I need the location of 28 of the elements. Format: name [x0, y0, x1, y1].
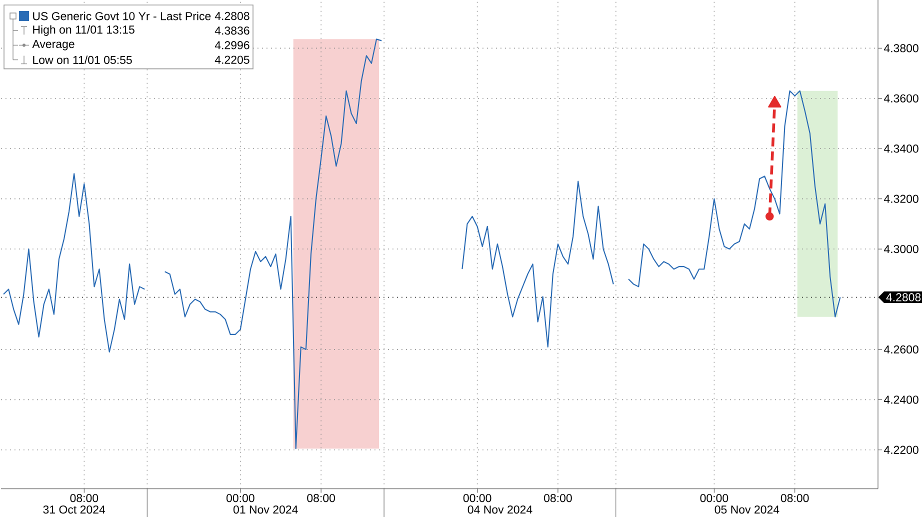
- annotation: 4.2808: [214, 12, 250, 20]
- y-tick-label: 4.3800: [884, 44, 918, 52]
- y-tick-label: 4.3400: [884, 144, 918, 153]
- x-tick-label: 08:00: [307, 494, 335, 502]
- legend-label: US Generic Govt 10 Yr - Last Price: [33, 12, 211, 20]
- x-tick-label: 08:00: [544, 494, 572, 502]
- y-tick-label: 4.3200: [884, 194, 918, 203]
- annotation: 4.2205: [214, 56, 250, 64]
- y-tick-label: 4.2600: [884, 345, 918, 354]
- text: 05 Nov 2024: [714, 505, 780, 514]
- x-tick-label: 00:00: [700, 494, 728, 502]
- x-tick-label: 00:00: [463, 494, 492, 502]
- annotation: Average: [32, 40, 74, 50]
- text: 01 Nov 2024: [233, 505, 298, 514]
- annotation: 4.3836: [214, 26, 250, 35]
- y-tick-label: 4.3000: [884, 244, 918, 254]
- y-tick-label: 4.3600: [884, 94, 918, 102]
- x-tick-label: 08:00: [780, 494, 809, 502]
- annotation: High on 11/01 13:15: [33, 25, 134, 36]
- y-tick-label: 4.2400: [884, 396, 918, 404]
- ref-line-label: 4.2808: [886, 293, 921, 302]
- x-tick-label: 00:00: [226, 494, 254, 502]
- text: 04 Nov 2024: [468, 505, 532, 514]
- x-tick-label: 08:00: [70, 494, 98, 502]
- annotation: 4.2996: [214, 41, 250, 50]
- annotation: Low on 11/01 05:55: [33, 56, 132, 64]
- text: 31 Oct 2024: [43, 505, 106, 514]
- y-tick-label: 4.2200: [884, 446, 918, 454]
